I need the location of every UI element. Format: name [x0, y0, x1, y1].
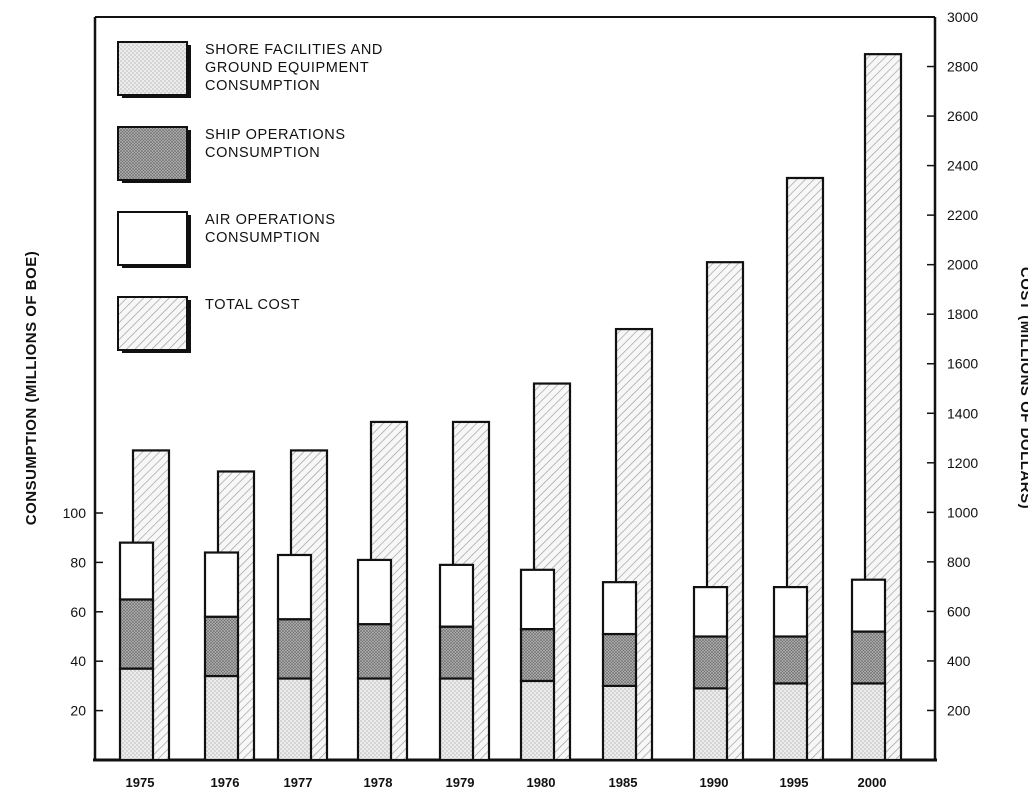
legend-label-line: AIR OPERATIONS — [205, 212, 336, 228]
legend-label-line: SHORE FACILITIES AND — [205, 42, 383, 58]
air-consumption-bar — [438, 563, 475, 628]
ship-consumption-bar — [519, 627, 556, 683]
category-label: 1995 — [780, 775, 809, 790]
right-tick-label: 2000 — [947, 257, 978, 273]
y-axis-title: CONSUMPTION (MILLIONS OF BOE) — [23, 251, 40, 526]
right-tick-label: 1400 — [947, 405, 978, 421]
left-tick-label: 100 — [63, 505, 87, 521]
shore-consumption-bar — [692, 687, 729, 762]
left-tick-label: 40 — [70, 653, 86, 669]
shore-consumption-bar — [772, 682, 809, 762]
ship-consumption-bar — [601, 632, 638, 688]
legend-label-line: CONSUMPTION — [205, 145, 320, 161]
air-consumption-bar — [772, 585, 809, 638]
ship-consumption-bar — [772, 635, 809, 685]
air-consumption-bar — [519, 568, 556, 631]
shore-consumption-bar — [276, 677, 313, 762]
ship-consumption-bar — [203, 615, 240, 678]
category-label: 1977 — [284, 775, 313, 790]
right-tick-label: 200 — [947, 702, 971, 718]
right-tick-label: 2800 — [947, 59, 978, 75]
shore-consumption-bar — [519, 679, 556, 762]
shore-consumption-bar — [850, 682, 887, 762]
category-label: 2000 — [858, 775, 887, 790]
legend-swatch — [117, 296, 188, 351]
legend-label-line: CONSUMPTION — [205, 230, 320, 246]
legend: SHORE FACILITIES AND GROUND EQUIPMENT CONS… — [117, 41, 383, 353]
ship-consumption-bar — [692, 635, 729, 690]
legend-label-line: CONSUMPTION — [205, 78, 320, 94]
category-label: 1975 — [126, 775, 155, 790]
bars — [118, 53, 903, 762]
right-tick-label: 1800 — [947, 306, 978, 322]
category-label: 1976 — [211, 775, 240, 790]
right-tick-label: 1000 — [947, 504, 978, 520]
category-labels: 1975 1976 1977 1978 1979 1980 1985 1990 1995 2000 — [126, 775, 887, 790]
right-tick-label: 2200 — [947, 207, 978, 223]
right-tick-label: 2400 — [947, 158, 978, 174]
legend-swatch — [117, 211, 188, 266]
right-tick-label: 1200 — [947, 455, 978, 471]
shore-consumption-bar — [118, 667, 155, 762]
ship-consumption-bar — [356, 623, 393, 680]
left-tick-label: 20 — [70, 703, 86, 719]
shore-consumption-bar — [438, 677, 475, 762]
shore-consumption-bar — [356, 677, 393, 762]
legend-air: AIR OPERATIONS CONSUMPTION — [117, 211, 336, 268]
ship-consumption-bar — [438, 625, 475, 680]
legend-label-line: GROUND EQUIPMENT — [205, 60, 369, 76]
air-consumption-bar — [692, 585, 729, 638]
legend-shore: SHORE FACILITIES AND GROUND EQUIPMENT CONS… — [117, 41, 383, 98]
right-tick-label: 3000 — [947, 9, 978, 25]
ship-consumption-bar — [118, 598, 155, 670]
ship-consumption-bar — [850, 630, 887, 685]
category-label: 1985 — [609, 775, 638, 790]
left-tick-label: 60 — [70, 604, 86, 620]
legend-total-cost: TOTAL COST — [117, 296, 300, 353]
right-tick-label: 600 — [947, 603, 971, 619]
left-axis-ticks: 20 40 60 80 100 — [63, 505, 103, 719]
right-tick-label: 400 — [947, 653, 971, 669]
legend-label-line: SHIP OPERATIONS — [205, 127, 346, 143]
category-label: 1978 — [364, 775, 393, 790]
legend-label-line: TOTAL COST — [205, 297, 300, 313]
y2-axis-title: COST (MILLIONS OF DOLLARS) — [1017, 267, 1028, 509]
left-tick-label: 80 — [70, 554, 86, 570]
right-tick-label: 1600 — [947, 356, 978, 372]
air-consumption-bar — [356, 558, 393, 626]
shore-consumption-bar — [601, 684, 638, 762]
air-consumption-bar — [118, 541, 155, 601]
ship-consumption-bar — [276, 618, 313, 680]
right-tick-label: 2600 — [947, 108, 978, 124]
legend-ship: SHIP OPERATIONS CONSUMPTION — [117, 126, 346, 183]
legend-swatch — [117, 126, 188, 181]
air-consumption-bar — [601, 581, 638, 636]
right-tick-label: 800 — [947, 554, 971, 570]
category-label: 1980 — [527, 775, 556, 790]
category-label: 1990 — [700, 775, 729, 790]
air-consumption-bar — [850, 578, 887, 633]
shore-consumption-bar — [203, 674, 240, 762]
air-consumption-bar — [276, 553, 313, 621]
legend-swatch — [117, 41, 188, 96]
right-axis-ticks: 200 400 600 800 1000 1200 1400 1600 1800 2000 2200… — [927, 9, 978, 718]
air-consumption-bar — [203, 551, 240, 618]
category-label: 1979 — [446, 775, 475, 790]
